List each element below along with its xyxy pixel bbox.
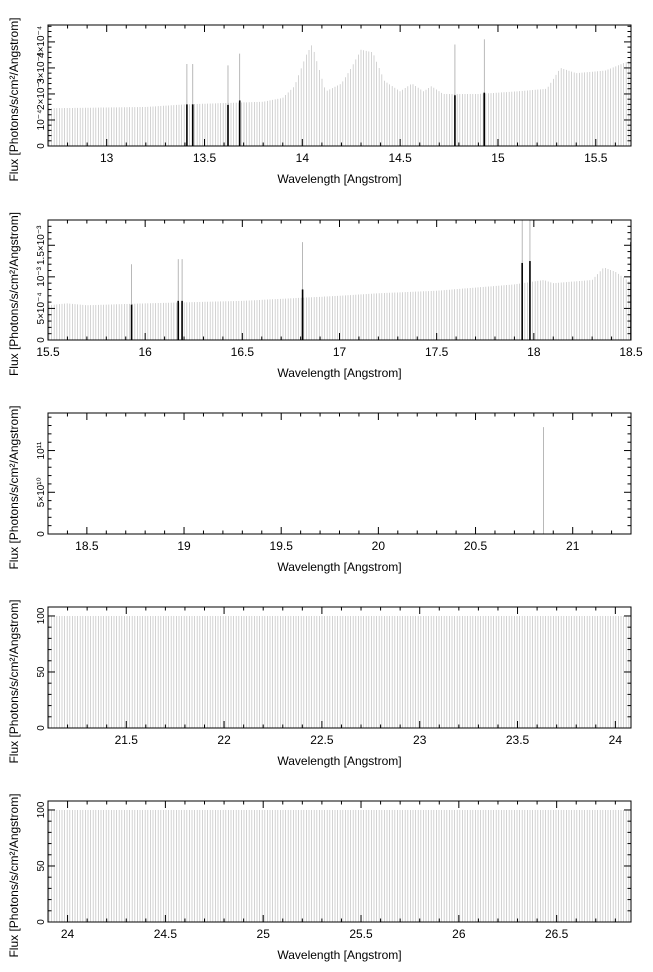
x-tick-label: 23.5 — [506, 733, 530, 747]
x-axis-label: Wavelength [Angstrom] — [277, 948, 401, 962]
continuum-bins — [48, 45, 630, 146]
x-tick-label: 21.5 — [115, 733, 139, 747]
x-tick-label: 14.5 — [388, 151, 412, 165]
y-tick-label: 0 — [36, 725, 47, 731]
x-tick-label: 15.5 — [584, 151, 608, 165]
y-axis-label: Flux [Photons/s/cm²/Angstrom] — [7, 17, 21, 181]
y-tick-label: 1.5×10⁻³ — [36, 225, 47, 265]
y-axis-label: Flux [Photons/s/cm²/Angstrom] — [7, 599, 21, 763]
continuum-bins — [48, 809, 630, 922]
continuum-bins — [48, 615, 630, 728]
x-tick-label: 13.5 — [193, 151, 217, 165]
x-axis-label: Wavelength [Angstrom] — [277, 754, 401, 768]
continuum-bins — [48, 267, 630, 340]
y-tick-label: 0 — [36, 337, 47, 343]
y-tick-label: 100 — [36, 607, 47, 624]
y-tick-label: 0 — [36, 143, 47, 149]
x-tick-label: 16.5 — [231, 345, 255, 359]
y-tick-label: 0 — [36, 919, 47, 925]
x-tick-label: 18.5 — [619, 345, 643, 359]
plot-frame — [47, 24, 632, 147]
x-tick-label: 25 — [257, 927, 271, 941]
x-tick-label: 19 — [177, 539, 191, 553]
y-tick-label: 10¹¹ — [36, 441, 47, 459]
x-tick-label: 14 — [296, 151, 310, 165]
x-tick-label: 24 — [609, 733, 623, 747]
y-tick-label: 3×10⁻⁴ — [36, 52, 47, 84]
plot-frame — [47, 219, 632, 341]
x-tick-label: 18 — [527, 345, 541, 359]
x-tick-label: 24.5 — [154, 927, 178, 941]
y-tick-label: 100 — [36, 801, 47, 818]
x-tick-label: 18.5 — [75, 539, 99, 553]
x-tick-label: 26.5 — [545, 927, 569, 941]
x-tick-label: 19.5 — [270, 539, 294, 553]
x-tick-label: 26 — [452, 927, 466, 941]
spectrum-panel-3: 18.5 19 19.5 20 20.5 21 0 5×10¹⁰ 10¹¹ Wavelength … — [7, 405, 632, 574]
x-axis-label: Wavelength [Angstrom] — [277, 172, 401, 186]
y-tick-label: 10⁻⁴ — [36, 110, 47, 131]
y-axis-label: Flux [Photons/s/cm²/Angstrom] — [7, 212, 21, 376]
x-tick-label: 25.5 — [349, 927, 373, 941]
x-tick-label: 15.5 — [36, 345, 60, 359]
x-axis-label: Wavelength [Angstrom] — [277, 366, 401, 380]
plot-frame — [47, 606, 632, 729]
y-tick-label: 5×10⁻⁴ — [36, 292, 47, 324]
x-tick-label: 22 — [217, 733, 231, 747]
y-tick-label: 4×10⁻⁴ — [36, 26, 47, 58]
x-tick-label: 17.5 — [425, 345, 449, 359]
x-tick-label: 20.5 — [464, 539, 488, 553]
y-tick-label: 10⁻³ — [36, 266, 47, 286]
y-tick-label: 50 — [36, 860, 47, 872]
y-axis-label: Flux [Photons/s/cm²/Angstrom] — [7, 405, 21, 569]
x-tick-label: 24 — [61, 927, 75, 941]
x-axis-label: Wavelength [Angstrom] — [277, 560, 401, 574]
x-tick-label: 23 — [413, 733, 427, 747]
y-axis-label: Flux [Photons/s/cm²/Angstrom] — [7, 793, 21, 957]
spectrum-panel-2: 15.5 16 16.5 17 17.5 18 18.5 0 5×10⁻⁴ 10⁻³1.5×10⁻… — [7, 212, 643, 380]
y-tick-label: 50 — [36, 666, 47, 678]
plot-frame — [47, 800, 632, 923]
y-tick-label: 2×10⁻⁴ — [36, 78, 47, 110]
x-tick-label: 16 — [138, 345, 152, 359]
x-tick-label: 22.5 — [310, 733, 334, 747]
spectrum-panel-5: 24 24.5 25 25.5 26 26.5 0 50 100 Wavelength [Angs… — [7, 793, 632, 962]
x-tick-label: 13 — [100, 151, 114, 165]
spectrum-panel-4: 21.5 22 22.5 23 23.5 24 0 50 100 Wavelength [Angs… — [7, 599, 632, 768]
x-tick-label: 15 — [491, 151, 505, 165]
y-tick-label: 5×10¹⁰ — [36, 477, 47, 507]
x-tick-label: 20 — [372, 539, 386, 553]
spectrum-panel-1: 13 13.5 14 14.5 15 15.5 0 10⁻⁴2×10⁻⁴3×10⁻⁴4×10⁻… — [7, 17, 632, 186]
y-tick-label: 0 — [36, 531, 47, 537]
x-tick-label: 21 — [566, 539, 580, 553]
x-tick-label: 17 — [333, 345, 347, 359]
